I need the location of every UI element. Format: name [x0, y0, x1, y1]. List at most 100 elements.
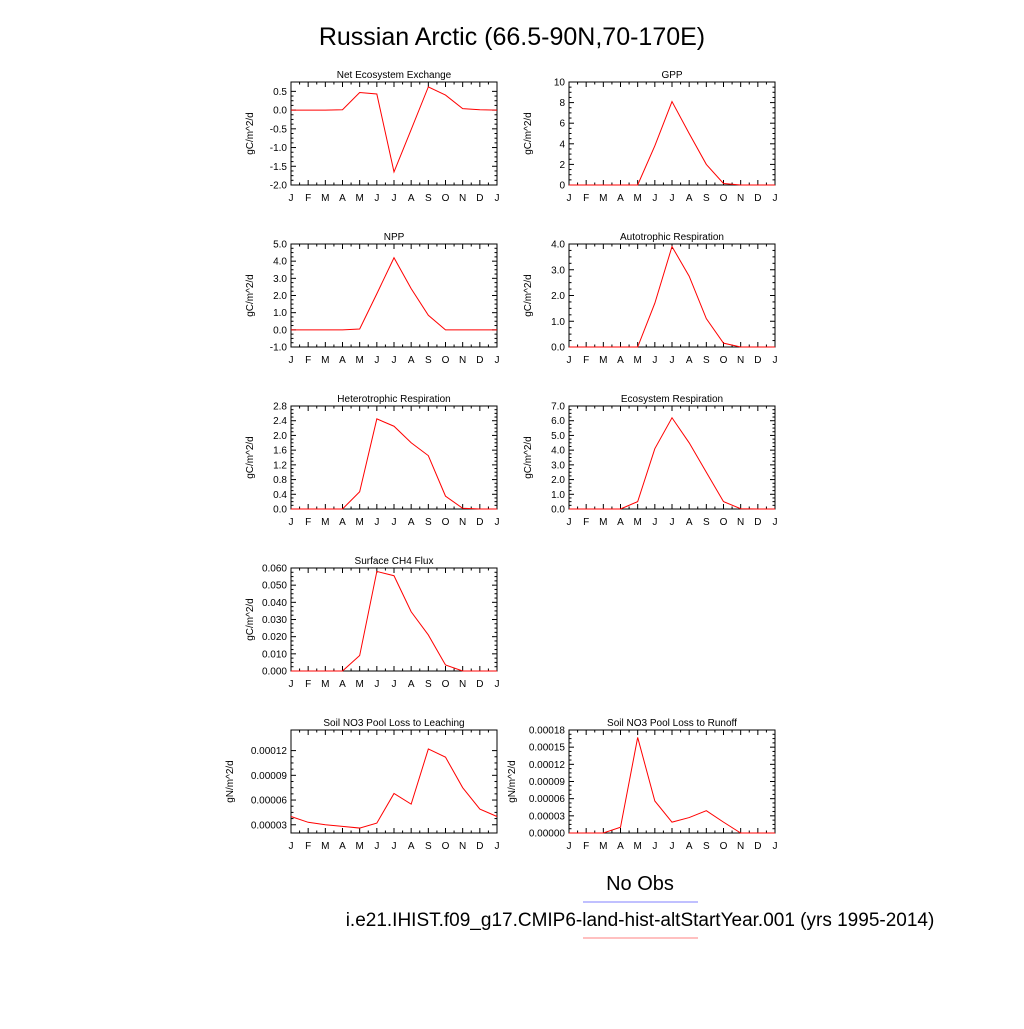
x-tick-label: J	[289, 679, 294, 690]
y-tick-label: 2.0	[551, 475, 565, 486]
x-tick-label: N	[459, 517, 466, 528]
x-tick-label: M	[633, 193, 641, 204]
x-tick-label: A	[408, 841, 415, 852]
x-tick-label: J	[392, 841, 397, 852]
x-tick-label: J	[652, 193, 657, 204]
y-tick-label: 0.0	[551, 343, 565, 354]
x-tick-label: J	[567, 517, 572, 528]
x-tick-label: J	[289, 517, 294, 528]
x-tick-label: D	[476, 679, 483, 690]
y-tick-label: 0.00006	[251, 796, 288, 807]
x-tick-label: F	[583, 841, 589, 852]
panel-title: Heterotrophic Respiration	[337, 394, 450, 405]
y-tick-label: 6.0	[551, 416, 565, 427]
x-tick-label: M	[633, 517, 641, 528]
panel-title: Ecosystem Respiration	[621, 394, 723, 405]
y-tick-label: 0.00003	[529, 811, 566, 822]
y-tick-label: 0.00000	[529, 829, 566, 840]
y-tick-label: 0.00012	[529, 760, 566, 771]
y-tick-label: 0.0	[273, 106, 287, 117]
x-tick-label: A	[408, 193, 415, 204]
x-tick-label: M	[633, 355, 641, 366]
x-tick-label: S	[703, 517, 710, 528]
y-tick-label: 0.00018	[529, 726, 566, 737]
x-tick-label: O	[442, 841, 450, 852]
x-tick-label: S	[703, 193, 710, 204]
x-tick-label: F	[305, 517, 311, 528]
x-tick-label: S	[703, 355, 710, 366]
x-tick-label: M	[355, 193, 363, 204]
x-tick-label: J	[495, 517, 500, 528]
legend-obs-label: No Obs	[606, 873, 674, 895]
legend-model-label: i.e21.IHIST.f09_g17.CMIP6-land-hist-altS…	[346, 910, 935, 931]
plot-frame	[290, 567, 498, 672]
y-tick-label: 0.0	[273, 505, 287, 516]
x-tick-label: J	[567, 193, 572, 204]
x-tick-label: J	[567, 841, 572, 852]
x-tick-label: M	[355, 355, 363, 366]
x-tick-label: A	[686, 841, 693, 852]
plot-frame	[568, 405, 776, 510]
y-axis-label: gC/m^2/d	[245, 436, 256, 479]
series-line	[569, 416, 775, 510]
y-tick-label: 0.020	[262, 632, 287, 643]
plot-frame	[290, 81, 498, 186]
plot-frame	[290, 405, 498, 510]
series-line	[291, 418, 497, 510]
x-tick-label: M	[321, 193, 329, 204]
x-tick-label: S	[425, 841, 432, 852]
y-tick-label: 1.0	[273, 308, 287, 319]
y-tick-label: 0.00003	[251, 820, 288, 831]
panel-title: Autotrophic Respiration	[620, 232, 724, 243]
y-tick-label: 4.0	[551, 240, 565, 251]
series-line	[569, 737, 775, 834]
plot-frame	[568, 243, 776, 348]
y-tick-label: 8	[559, 98, 565, 109]
x-tick-label: M	[321, 679, 329, 690]
x-tick-label: J	[652, 841, 657, 852]
y-tick-label: 0.00012	[251, 746, 288, 757]
y-tick-label: 10	[554, 78, 566, 89]
y-tick-label: 5.0	[273, 240, 287, 251]
y-tick-label: 0.040	[262, 598, 287, 609]
x-tick-label: A	[339, 841, 346, 852]
y-tick-label: -1.0	[270, 343, 288, 354]
x-tick-label: J	[289, 193, 294, 204]
x-tick-label: M	[599, 193, 607, 204]
y-tick-label: 1.0	[551, 317, 565, 328]
x-tick-label: D	[754, 355, 761, 366]
y-tick-label: 0.00006	[529, 794, 566, 805]
x-tick-label: A	[617, 355, 624, 366]
x-tick-label: D	[476, 517, 483, 528]
y-tick-label: 0	[559, 181, 565, 192]
figure-title: Russian Arctic (66.5-90N,70-170E)	[319, 23, 705, 51]
y-tick-label: 3.0	[551, 460, 565, 471]
x-tick-label: D	[476, 355, 483, 366]
x-tick-label: F	[305, 193, 311, 204]
x-tick-label: M	[633, 841, 641, 852]
x-tick-label: M	[321, 517, 329, 528]
panel-title: Soil NO3 Pool Loss to Runoff	[607, 718, 737, 729]
x-tick-label: F	[583, 517, 589, 528]
x-tick-label: N	[459, 679, 466, 690]
y-tick-label: 4	[559, 139, 565, 150]
y-tick-label: 0.0	[551, 505, 565, 516]
panel-title: NPP	[384, 232, 405, 243]
x-tick-label: D	[754, 517, 761, 528]
x-tick-label: F	[305, 355, 311, 366]
x-tick-label: J	[670, 355, 675, 366]
x-tick-label: O	[442, 517, 450, 528]
y-tick-label: 2	[559, 160, 565, 171]
y-axis-label: gC/m^2/d	[245, 598, 256, 641]
x-tick-label: A	[617, 841, 624, 852]
x-tick-label: J	[773, 841, 778, 852]
x-tick-label: N	[737, 355, 744, 366]
y-axis-label: gC/m^2/d	[523, 436, 534, 479]
y-tick-label: 2.0	[551, 291, 565, 302]
x-tick-label: A	[686, 355, 693, 366]
